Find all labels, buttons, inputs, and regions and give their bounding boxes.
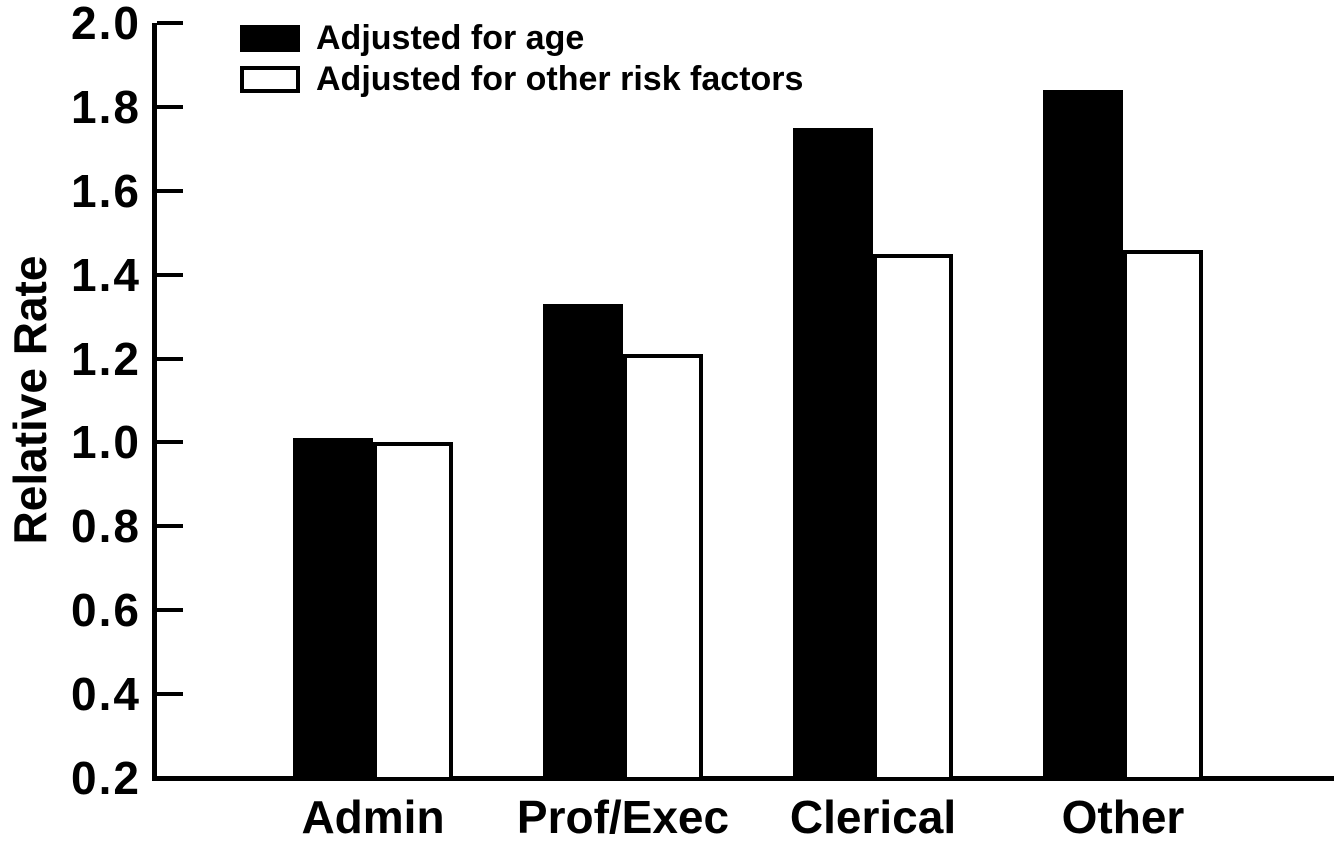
x-category-label: Clerical — [789, 791, 957, 843]
x-category-label: Other — [1061, 791, 1185, 843]
y-tick-mark — [157, 524, 183, 529]
bar-age-adjusted-admin — [293, 438, 373, 778]
y-tick-mark — [157, 440, 183, 445]
legend-item-adjusted-for-age: Adjusted for age — [240, 19, 803, 57]
y-tick-label: 1.6 — [71, 164, 141, 217]
x-category-label: Prof/Exec — [516, 791, 730, 843]
y-tick-label: 0.4 — [71, 668, 141, 721]
y-tick-mark — [157, 21, 183, 25]
y-tick-mark — [157, 188, 183, 193]
y-tick-mark — [157, 104, 183, 109]
y-tick-label: 1.0 — [71, 416, 141, 469]
x-axis-line — [152, 776, 1334, 781]
legend-label-adjusted-for-other-risk-factors: Adjusted for other risk factors — [316, 60, 804, 98]
bar-risk-adjusted-other — [1123, 249, 1203, 781]
y-tick-label: 2.0 — [71, 0, 141, 49]
y-tick-label: 0.2 — [71, 752, 141, 804]
legend-swatch-black-icon — [240, 24, 300, 52]
bar-risk-adjusted-admin — [373, 442, 453, 781]
y-tick-mark — [157, 356, 183, 361]
bar-age-adjusted-other — [1043, 90, 1123, 778]
legend-item-adjusted-for-other-risk-factors: Adjusted for other risk factors — [240, 60, 804, 98]
legend-swatch-white-icon — [240, 65, 300, 93]
y-tick-mark — [157, 776, 183, 780]
bar-age-adjusted-clerical — [793, 127, 873, 778]
legend: Adjusted for age Adjusted for other risk… — [240, 19, 804, 106]
y-tick-mark — [157, 272, 183, 277]
y-tick-label: 0.6 — [71, 584, 141, 637]
y-tick-label: 0.8 — [71, 500, 141, 553]
bar-age-adjusted-prof-exec — [543, 304, 623, 778]
legend-label-adjusted-for-age: Adjusted for age — [316, 19, 585, 57]
y-axis-line — [152, 23, 157, 780]
y-tick-mark — [157, 692, 183, 697]
y-tick-label: 1.2 — [71, 332, 141, 385]
x-category-label: Admin — [301, 791, 445, 843]
y-tick-label: 1.4 — [71, 248, 141, 301]
bar-risk-adjusted-prof-exec — [623, 354, 703, 781]
y-tick-mark — [157, 608, 183, 613]
bar-risk-adjusted-clerical — [873, 253, 953, 781]
y-tick-label: 1.8 — [71, 80, 141, 133]
